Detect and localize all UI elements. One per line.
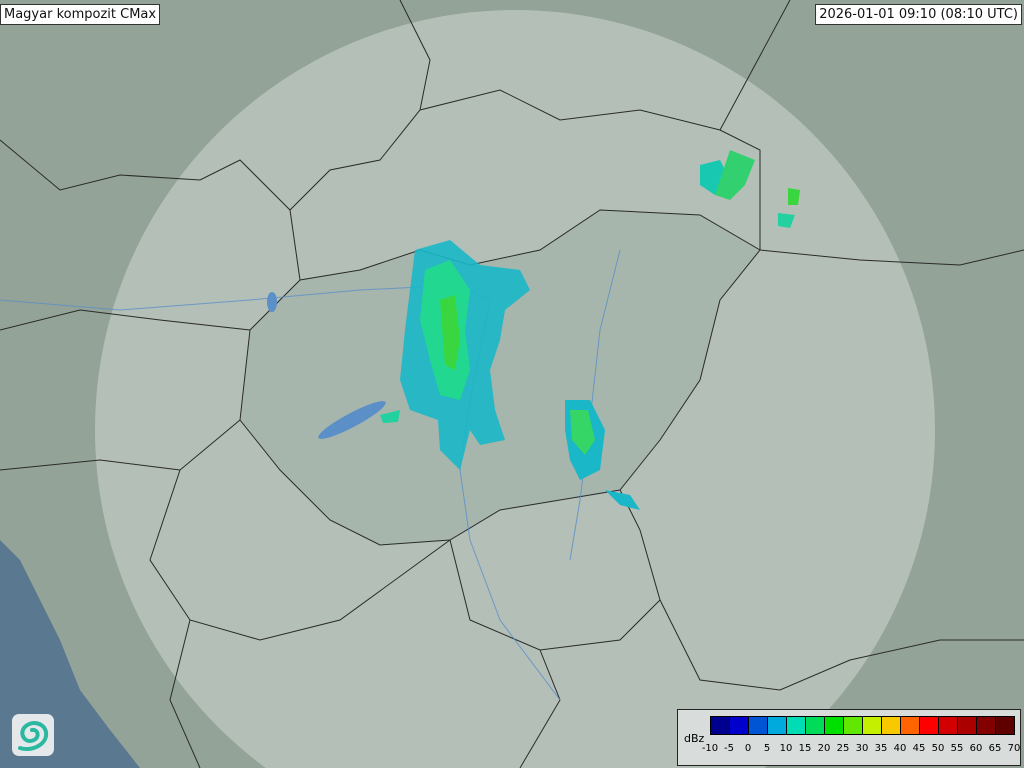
product-title: Magyar kompozit CMax bbox=[0, 4, 161, 25]
legend-tick-label: 15 bbox=[798, 743, 812, 754]
legend-swatch bbox=[863, 717, 882, 734]
timestamp: 2026-01-01 09:10 (08:10 UTC) bbox=[815, 4, 1022, 25]
legend-swatch bbox=[730, 717, 749, 734]
legend-swatch bbox=[920, 717, 939, 734]
legend-tick-label: 70 bbox=[1007, 743, 1021, 754]
legend-tick-label: 35 bbox=[874, 743, 888, 754]
dbz-legend: dBz -10 -5 0 5 10 15 20 25 30 35 40 45 50 55 60 65 70 bbox=[677, 709, 1021, 766]
legend-ticks: -10 -5 0 5 10 15 20 25 30 35 40 45 50 55 60 65 70 bbox=[702, 743, 1021, 759]
adriatic-sea bbox=[0, 540, 140, 768]
legend-tick-label: -5 bbox=[724, 743, 734, 754]
legend-tick-label: 55 bbox=[950, 743, 964, 754]
legend-swatch bbox=[749, 717, 768, 734]
legend-tick-label: 65 bbox=[988, 743, 1002, 754]
legend-swatch bbox=[996, 717, 1014, 734]
legend-tick-label: 20 bbox=[817, 743, 831, 754]
radar-coverage-area bbox=[95, 9, 936, 768]
legend-swatch bbox=[711, 717, 730, 734]
legend-swatch bbox=[825, 717, 844, 734]
legend-swatch bbox=[882, 717, 901, 734]
legend-tick-label: -10 bbox=[701, 743, 719, 754]
legend-tick-label: 40 bbox=[893, 743, 907, 754]
legend-tick-label: 30 bbox=[855, 743, 869, 754]
legend-swatch bbox=[787, 717, 806, 734]
radar-echoes bbox=[380, 150, 800, 510]
lake-neusiedl bbox=[267, 292, 277, 312]
swirl-logo-icon bbox=[12, 714, 54, 756]
lake-balaton bbox=[318, 401, 386, 439]
legend-swatch bbox=[939, 717, 958, 734]
legend-tick-label: 10 bbox=[779, 743, 793, 754]
legend-swatch bbox=[977, 717, 996, 734]
legend-swatch bbox=[768, 717, 787, 734]
hungary-territory bbox=[240, 210, 760, 545]
legend-swatch bbox=[806, 717, 825, 734]
legend-tick-label: 60 bbox=[969, 743, 983, 754]
legend-tick-label: 25 bbox=[836, 743, 850, 754]
legend-tick-label: 0 bbox=[744, 743, 752, 754]
legend-color-scale bbox=[710, 716, 1015, 735]
legend-tick-label: 45 bbox=[912, 743, 926, 754]
legend-swatch bbox=[901, 717, 920, 734]
legend-swatch bbox=[958, 717, 977, 734]
legend-unit: dBz bbox=[684, 732, 705, 745]
legend-tick-label: 50 bbox=[931, 743, 945, 754]
legend-tick-label: 5 bbox=[763, 743, 771, 754]
legend-swatch bbox=[844, 717, 863, 734]
